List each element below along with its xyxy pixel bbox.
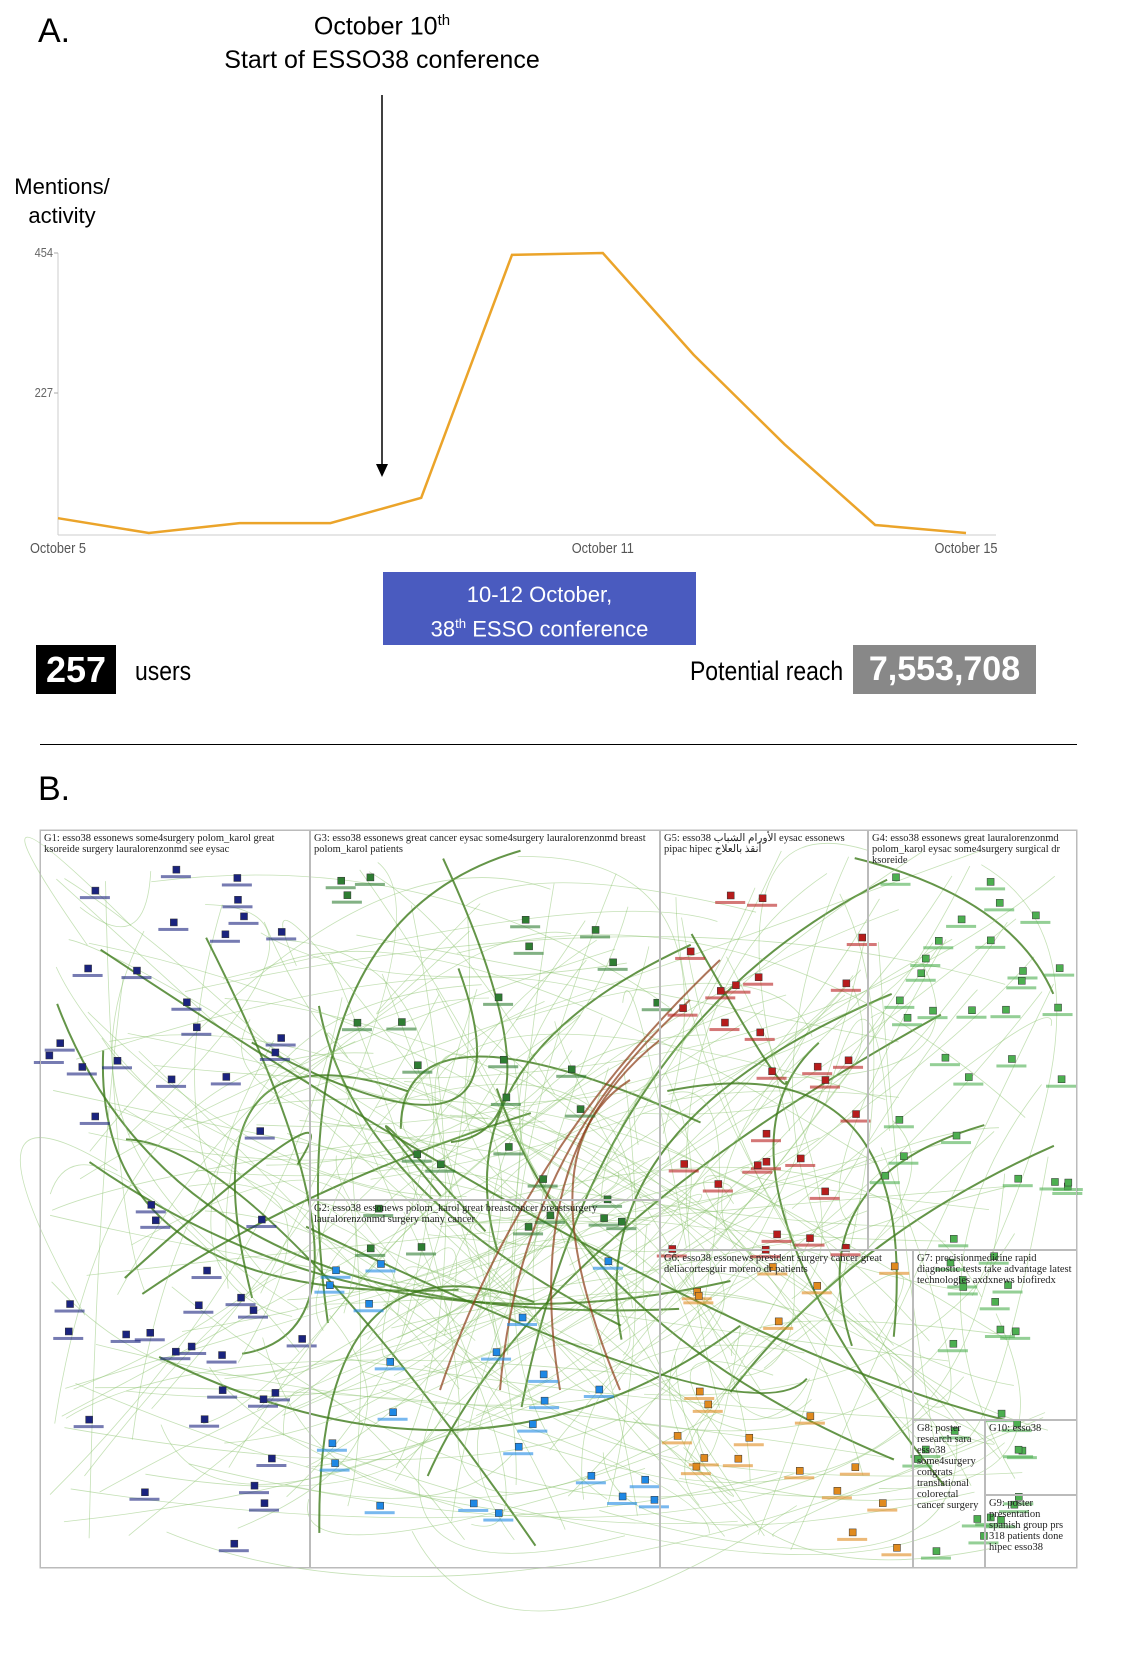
group-box: G2: esso38 essonews polom_karol great br… [310,1200,660,1568]
group-box: G5: esso38 الأورام الشباب eysac essonews… [660,830,868,1250]
group-label: G8: poster research sara esso38 some4sur… [917,1423,981,1511]
group-box: G7: precisionmedicine rapid diagnostic t… [913,1250,1077,1420]
figure: A. October 10thStart of ESSO38 conferenc… [0,0,1137,1656]
group-label: G9: poster presentation spanish group pr… [989,1498,1073,1553]
group-label: G6: esso38 essonews president surgery ca… [664,1253,909,1275]
group-box: G3: esso38 essonews great cancer eysac s… [310,830,660,1200]
group-box: G4: esso38 essonews great lauralorenzonm… [868,830,1077,1250]
group-box: G10: esso38 [985,1420,1077,1495]
group-label: G5: esso38 الأورام الشباب eysac essonews… [664,833,864,855]
group-box: G6: esso38 essonews president surgery ca… [660,1250,913,1568]
group-label: G3: esso38 essonews great cancer eysac s… [314,833,656,855]
group-box: G8: poster research sara esso38 some4sur… [913,1420,985,1568]
group-label: G4: esso38 essonews great lauralorenzonm… [872,833,1073,866]
group-label: G7: precisionmedicine rapid diagnostic t… [917,1253,1073,1286]
group-box: G9: poster presentation spanish group pr… [985,1495,1077,1568]
group-label: G10: esso38 [989,1423,1073,1434]
group-box: G1: esso38 essonews some4surgery polom_k… [40,830,310,1568]
group-label: G2: esso38 essonews polom_karol great br… [314,1203,656,1225]
group-label: G1: esso38 essonews some4surgery polom_k… [44,833,306,855]
